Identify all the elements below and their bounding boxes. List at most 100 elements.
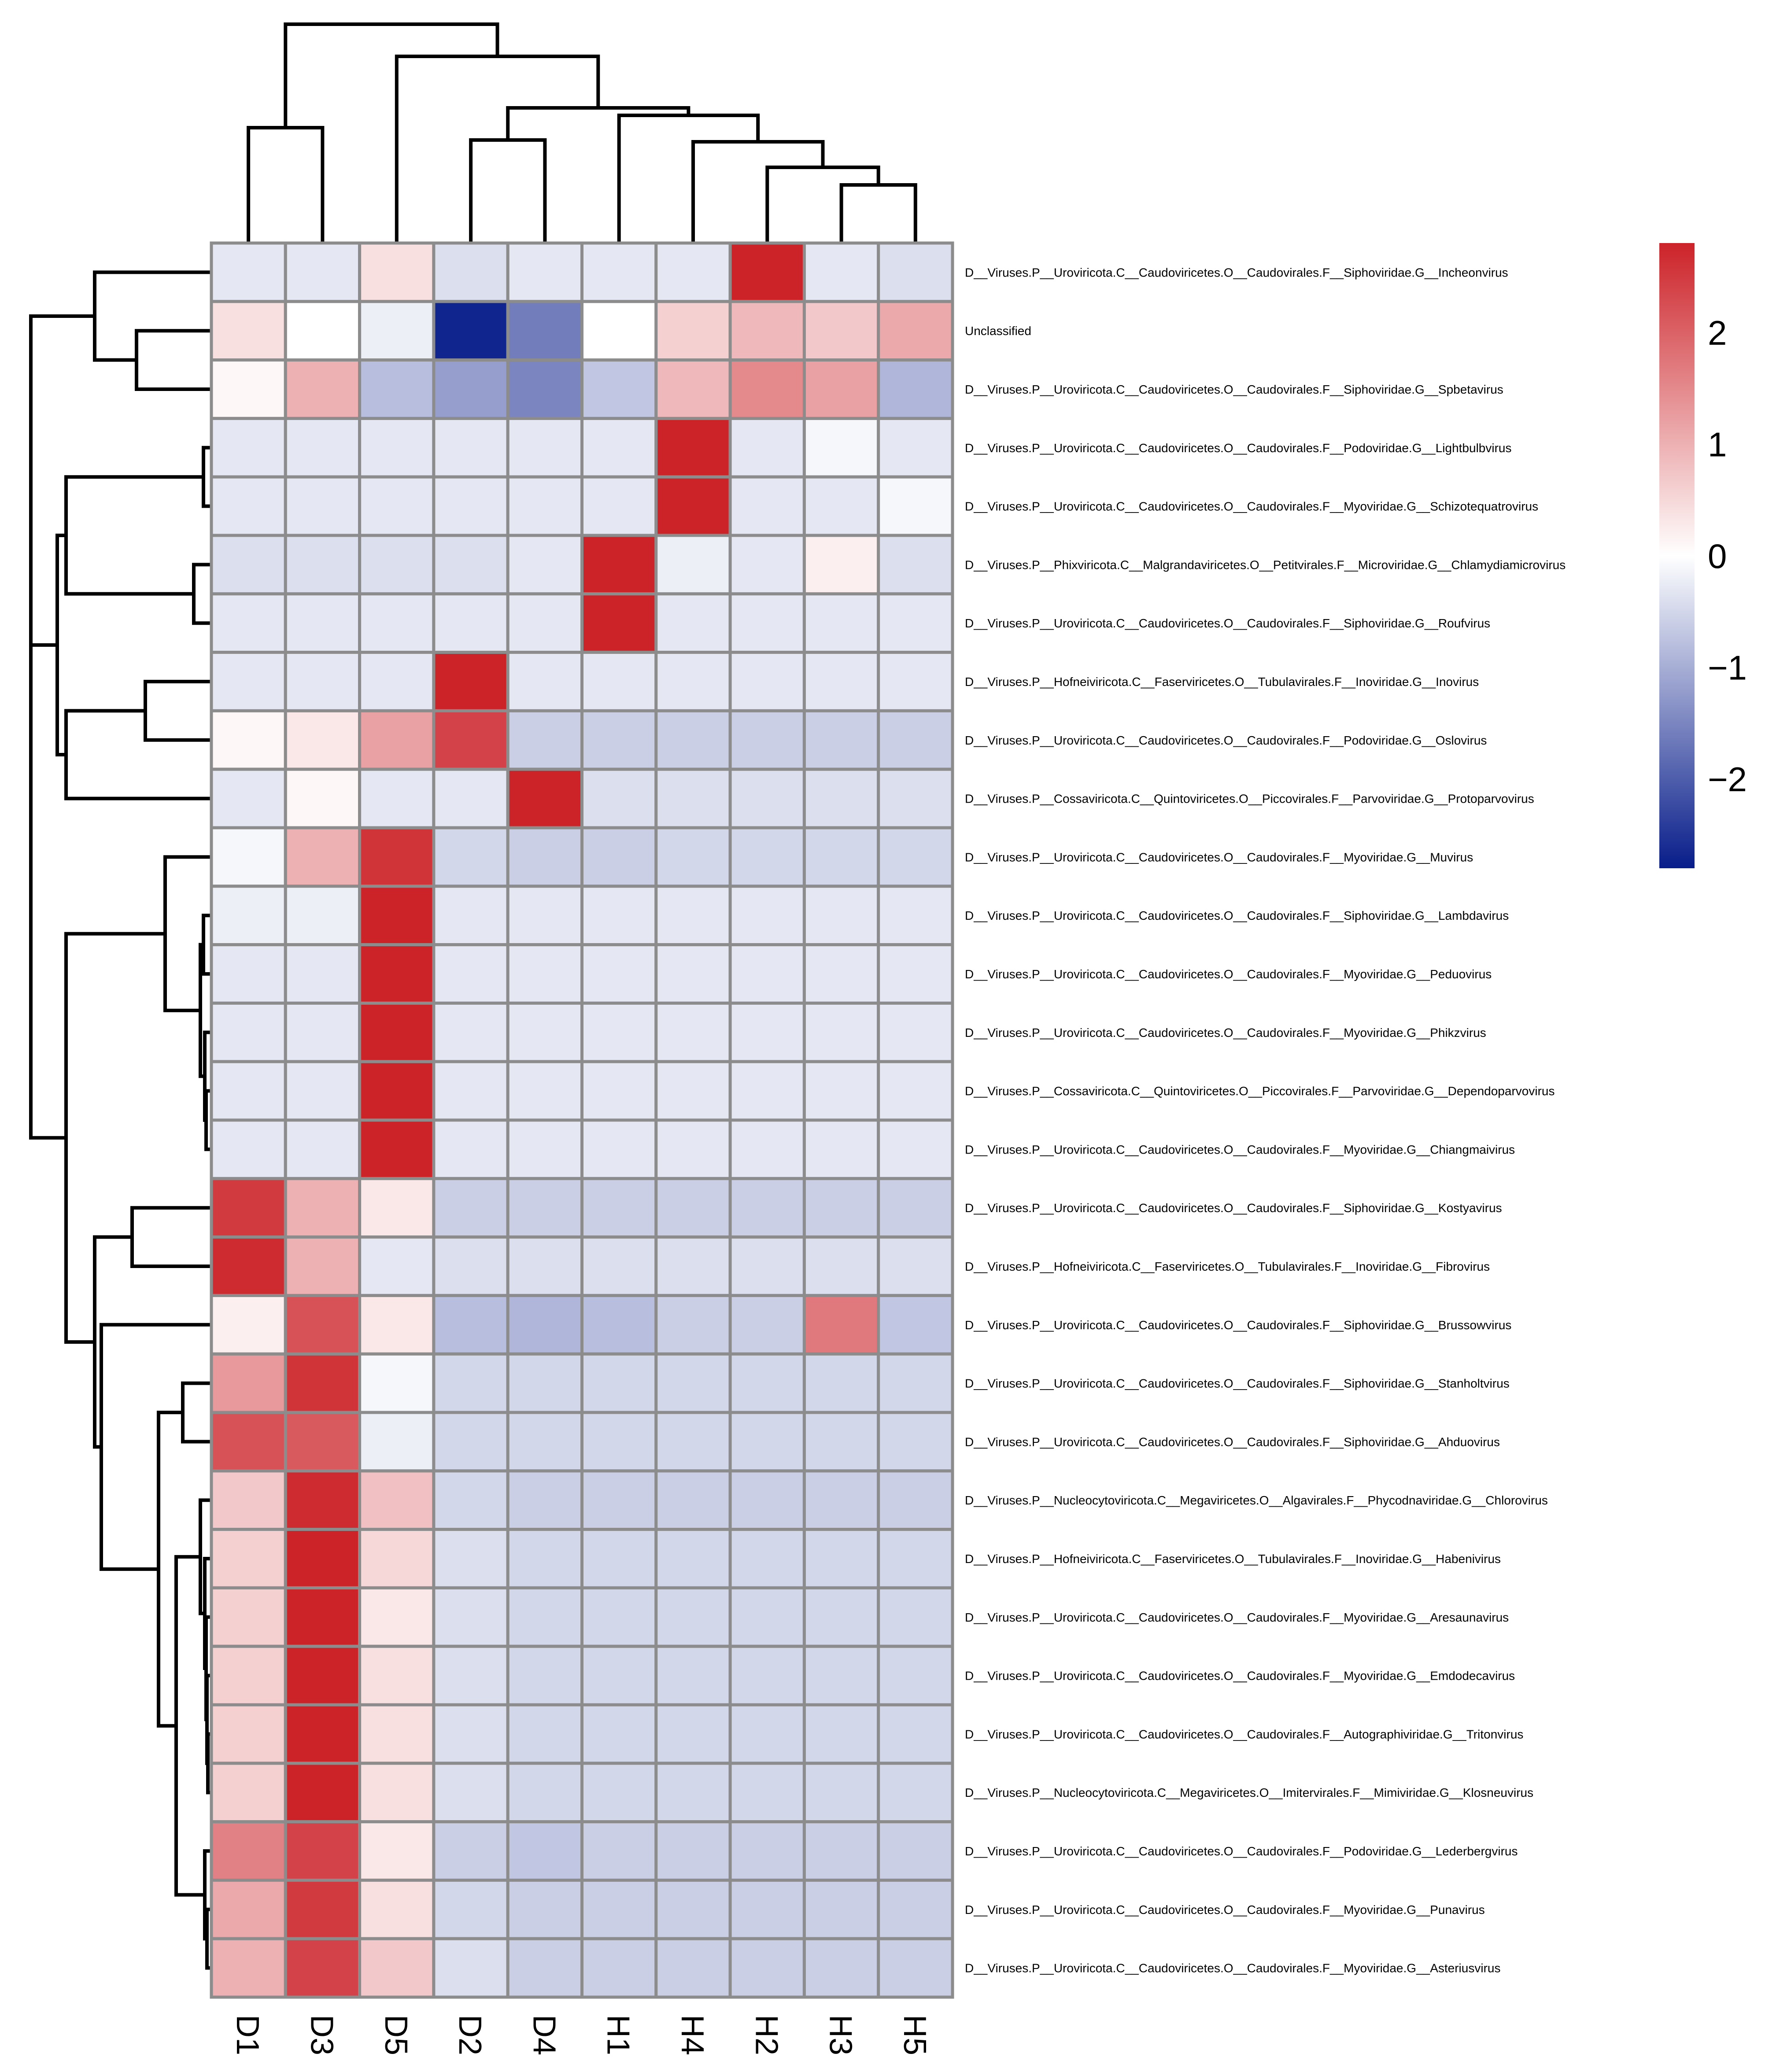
- heatmap-cell: [877, 358, 954, 420]
- column-label: D4: [526, 2015, 561, 2055]
- heatmap-cell: [728, 1118, 806, 1180]
- heatmap-cell: [358, 1177, 436, 1239]
- column-label: D5: [378, 2015, 414, 2055]
- dendrogram-branch: [64, 475, 203, 596]
- heatmap-cell: [728, 1937, 806, 1999]
- row-label: D__Viruses.P__Uroviricota.C__Caudovirice…: [965, 1377, 1510, 1390]
- heatmap-cell: [802, 475, 880, 537]
- heatmap-cell: [432, 1177, 510, 1239]
- heatmap-cell: [358, 709, 436, 771]
- heatmap-cell: [802, 1001, 880, 1063]
- heatmap-cell: [506, 417, 583, 479]
- dendrogram-branch: [130, 1206, 211, 1268]
- heatmap-cell: [284, 1528, 362, 1589]
- heatmap-cell: [802, 1762, 880, 1824]
- heatmap-cell: [877, 1762, 954, 1824]
- heatmap-cell: [432, 1937, 510, 1999]
- row-label: D__Viruses.P__Nucleocytoviricota.C__Mega…: [965, 1493, 1548, 1507]
- heatmap-cell: [580, 1060, 658, 1122]
- dendrogram-branch: [135, 329, 211, 391]
- row-label: D__Viruses.P__Hofneiviricota.C__Faservir…: [965, 675, 1479, 689]
- heatmap-cell: [802, 1060, 880, 1122]
- heatmap-cell: [284, 943, 362, 1005]
- dendrogram-branch: [157, 1411, 183, 1728]
- row-label: D__Viruses.P__Uroviricota.C__Caudovirice…: [965, 616, 1490, 630]
- heatmap-cell: [210, 1703, 287, 1765]
- heatmap-cell: [506, 1820, 583, 1882]
- heatmap-cell: [210, 709, 287, 771]
- heatmap-cell: [284, 1820, 362, 1882]
- heatmap-cell: [432, 826, 510, 888]
- heatmap-cell: [432, 1118, 510, 1180]
- column-label: D3: [304, 2015, 339, 2055]
- heatmap-cell: [284, 1469, 362, 1531]
- column-labels: D1 D3 D5 D2 D4 H1 H4 H2 H3 H5: [230, 2015, 932, 2055]
- heatmap-cell: [506, 300, 583, 362]
- heatmap-cell: [358, 1644, 436, 1707]
- heatmap-cell: [506, 767, 583, 830]
- heatmap-cell: [802, 358, 880, 420]
- dendrogram-branch: [506, 106, 690, 140]
- row-label: D__Viruses.P__Uroviricota.C__Caudovirice…: [965, 1727, 1523, 1741]
- heatmap-cell: [210, 1586, 287, 1648]
- heatmap-cell: [802, 1528, 880, 1589]
- heatmap-cell: [210, 534, 287, 596]
- heatmap-cell: [728, 1235, 806, 1297]
- heatmap-cell: [432, 241, 510, 303]
- row-label: D__Viruses.P__Cossaviricota.C__Quintovir…: [965, 1084, 1555, 1098]
- row-label: D__Viruses.P__Uroviricota.C__Caudovirice…: [965, 1611, 1509, 1624]
- heatmap-cell: [506, 592, 583, 654]
- heatmap-cell: [654, 358, 732, 420]
- heatmap-cell: [802, 1118, 880, 1180]
- heatmap-cell: [210, 1235, 287, 1297]
- heatmap-cell: [506, 1235, 583, 1297]
- heatmap-cell: [728, 709, 806, 771]
- heatmap-cell: [802, 592, 880, 654]
- heatmap-cell: [580, 1411, 658, 1473]
- heatmap-cell: [877, 475, 954, 537]
- heatmap-cell: [358, 534, 436, 596]
- heatmap-cell: [877, 1352, 954, 1414]
- column-label: D2: [452, 2015, 487, 2055]
- row-label: D__Viruses.P__Uroviricota.C__Caudovirice…: [965, 441, 1511, 455]
- heatmap-cell: [654, 1235, 732, 1297]
- heatmap-cell: [506, 1118, 583, 1180]
- heatmap-cell: [802, 709, 880, 771]
- heatmap-cell: [802, 1703, 880, 1765]
- heatmap-cell: [654, 826, 732, 888]
- heatmap-cell: [358, 1294, 436, 1356]
- heatmap-cell: [654, 1294, 732, 1356]
- heatmap-cell: [580, 709, 658, 771]
- heatmap-cell: [358, 1118, 436, 1180]
- row-labels: D__Viruses.P__Uroviricota.C__Caudovirice…: [965, 265, 1566, 1975]
- heatmap-cell: [284, 1352, 362, 1414]
- colorbar-tick-label: −1: [1708, 649, 1747, 687]
- row-label: D__Viruses.P__Uroviricota.C__Caudovirice…: [965, 1903, 1485, 1917]
- heatmap-cell: [432, 1469, 510, 1531]
- heatmap-cell: [432, 709, 510, 771]
- heatmap-cell: [580, 358, 658, 420]
- heatmap-cell: [284, 1060, 362, 1122]
- heatmap-cell: [728, 534, 806, 596]
- heatmap-cell: [284, 1878, 362, 1940]
- heatmap-cell: [432, 1762, 510, 1824]
- heatmap-cell: [506, 1469, 583, 1531]
- heatmap-cell: [802, 767, 880, 830]
- heatmap-cell: [654, 1937, 732, 1999]
- heatmap-cell: [728, 1528, 806, 1589]
- heatmap-cell: [580, 1352, 658, 1414]
- heatmap-cell: [877, 1294, 954, 1356]
- row-label: Unclassified: [965, 324, 1031, 338]
- heatmap-cell: [284, 1001, 362, 1063]
- heatmap-cell: [358, 1411, 436, 1473]
- row-label: D__Viruses.P__Uroviricota.C__Caudovirice…: [965, 1026, 1486, 1040]
- dendrogram-branch: [144, 680, 211, 742]
- row-label: D__Viruses.P__Uroviricota.C__Caudovirice…: [965, 1201, 1502, 1215]
- heatmap-cell: [654, 1411, 732, 1473]
- heatmap-cell: [506, 1294, 583, 1356]
- heatmap-cell: [728, 1586, 806, 1648]
- heatmap-cell: [580, 651, 658, 712]
- heatmap-cell: [728, 1060, 806, 1122]
- heatmap-cell: [284, 592, 362, 654]
- heatmap-cell: [506, 1060, 583, 1122]
